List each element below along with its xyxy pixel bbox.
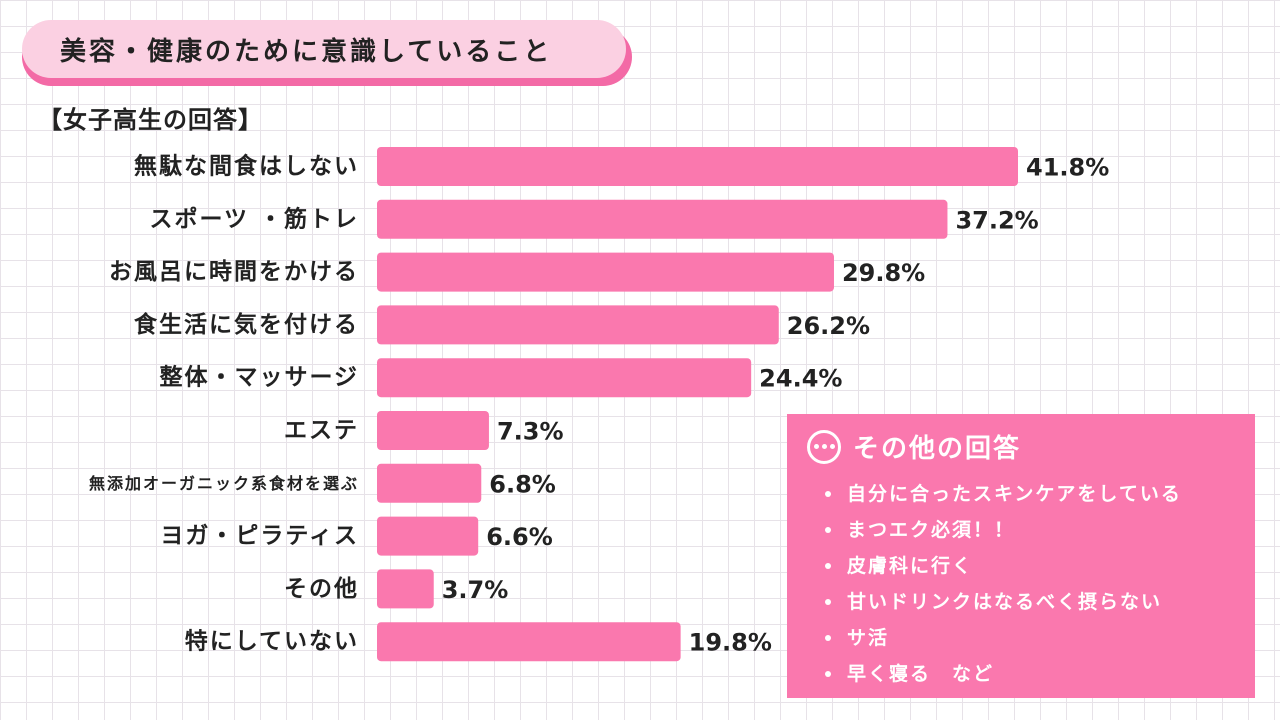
category-label-2: お風呂に時間をかける (109, 259, 359, 285)
bar-1 (377, 199, 948, 239)
list-item: まつエク必須！！ (825, 512, 1182, 548)
list-item-text: まつエク必須！！ (847, 519, 1016, 541)
bar-4 (377, 358, 752, 398)
bullet-dot (825, 671, 831, 677)
list-item-text: 甘いドリンクはなるべく摂らない (847, 591, 1163, 613)
page-title: 美容・健康のために意識していること (22, 20, 626, 78)
category-label-7: ヨガ・ピラティス (160, 523, 359, 549)
list-item-text: 早く寝る など (847, 663, 995, 685)
list-item-text: サ活 (847, 627, 890, 649)
category-label-3: 食生活に気を付ける (134, 311, 359, 338)
value-label-2: 29.8% (842, 259, 925, 287)
bullet-dot (825, 635, 831, 641)
bar-6 (377, 463, 482, 503)
other-answers-header: その他の回答 (807, 428, 1021, 465)
list-item: 早く寝る など (825, 656, 1182, 692)
bullet-dot (825, 491, 831, 497)
category-label-8: その他 (284, 576, 359, 602)
bullet-dot (825, 599, 831, 605)
value-label-9: 19.8% (689, 629, 772, 657)
ellipsis-circle-icon (807, 429, 841, 464)
category-label-6: 無添加オーガニック系食材を選ぶ (89, 474, 359, 493)
value-label-5: 7.3% (497, 418, 564, 446)
value-label-4: 24.4% (759, 365, 842, 393)
value-label-7: 6.6% (486, 523, 553, 551)
bar-7 (377, 516, 479, 556)
bullet-dot (825, 527, 831, 533)
value-label-6: 6.8% (489, 470, 556, 498)
bar-2 (377, 252, 834, 292)
value-label-0: 41.8% (1026, 154, 1109, 182)
value-label-1: 37.2% (955, 206, 1038, 234)
category-label-1: スポーツ ・筋トレ (149, 205, 359, 232)
value-label-3: 26.2% (787, 312, 870, 340)
bullet-dot (825, 563, 831, 569)
list-item: サ活 (825, 620, 1182, 656)
other-answers-panel: その他の回答 自分に合ったスキンケアをしている まつエク必須！！ 皮膚科に行く … (787, 414, 1255, 698)
category-label-4: 整体・マッサージ (159, 364, 359, 391)
category-label-5: エステ (284, 418, 359, 444)
bar-0 (377, 147, 1018, 186)
list-item: 自分に合ったスキンケアをしている (825, 476, 1182, 512)
list-item-text: 皮膚科に行く (847, 555, 974, 577)
bar-9 (377, 622, 681, 662)
chart-subtitle: 【女子高生の回答】 (38, 106, 263, 134)
category-label-0: 無駄な間食はしない (134, 153, 359, 180)
bar-8 (377, 569, 434, 609)
bar-5 (377, 411, 489, 450)
other-answers-list: 自分に合ったスキンケアをしている まつエク必須！！ 皮膚科に行く 甘いドリンクは… (825, 476, 1182, 692)
list-item: 皮膚科に行く (825, 548, 1182, 584)
other-answers-title: その他の回答 (853, 434, 1022, 464)
list-item: 甘いドリンクはなるべく摂らない (825, 584, 1182, 620)
list-item-text: 自分に合ったスキンケアをしている (847, 483, 1182, 505)
value-label-8: 3.7% (442, 576, 509, 604)
title-banner: 美容・健康のために意識していること (22, 20, 634, 86)
category-label-9: 特にしていない (185, 629, 359, 655)
bar-3 (377, 305, 779, 345)
